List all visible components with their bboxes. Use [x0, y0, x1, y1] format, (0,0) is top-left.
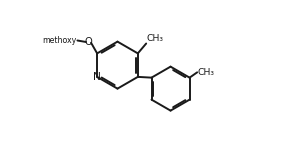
- Text: N: N: [93, 72, 101, 82]
- Text: O: O: [85, 37, 93, 47]
- Text: CH₃: CH₃: [198, 68, 215, 77]
- Text: methoxy: methoxy: [42, 36, 77, 45]
- Text: CH₃: CH₃: [147, 34, 164, 43]
